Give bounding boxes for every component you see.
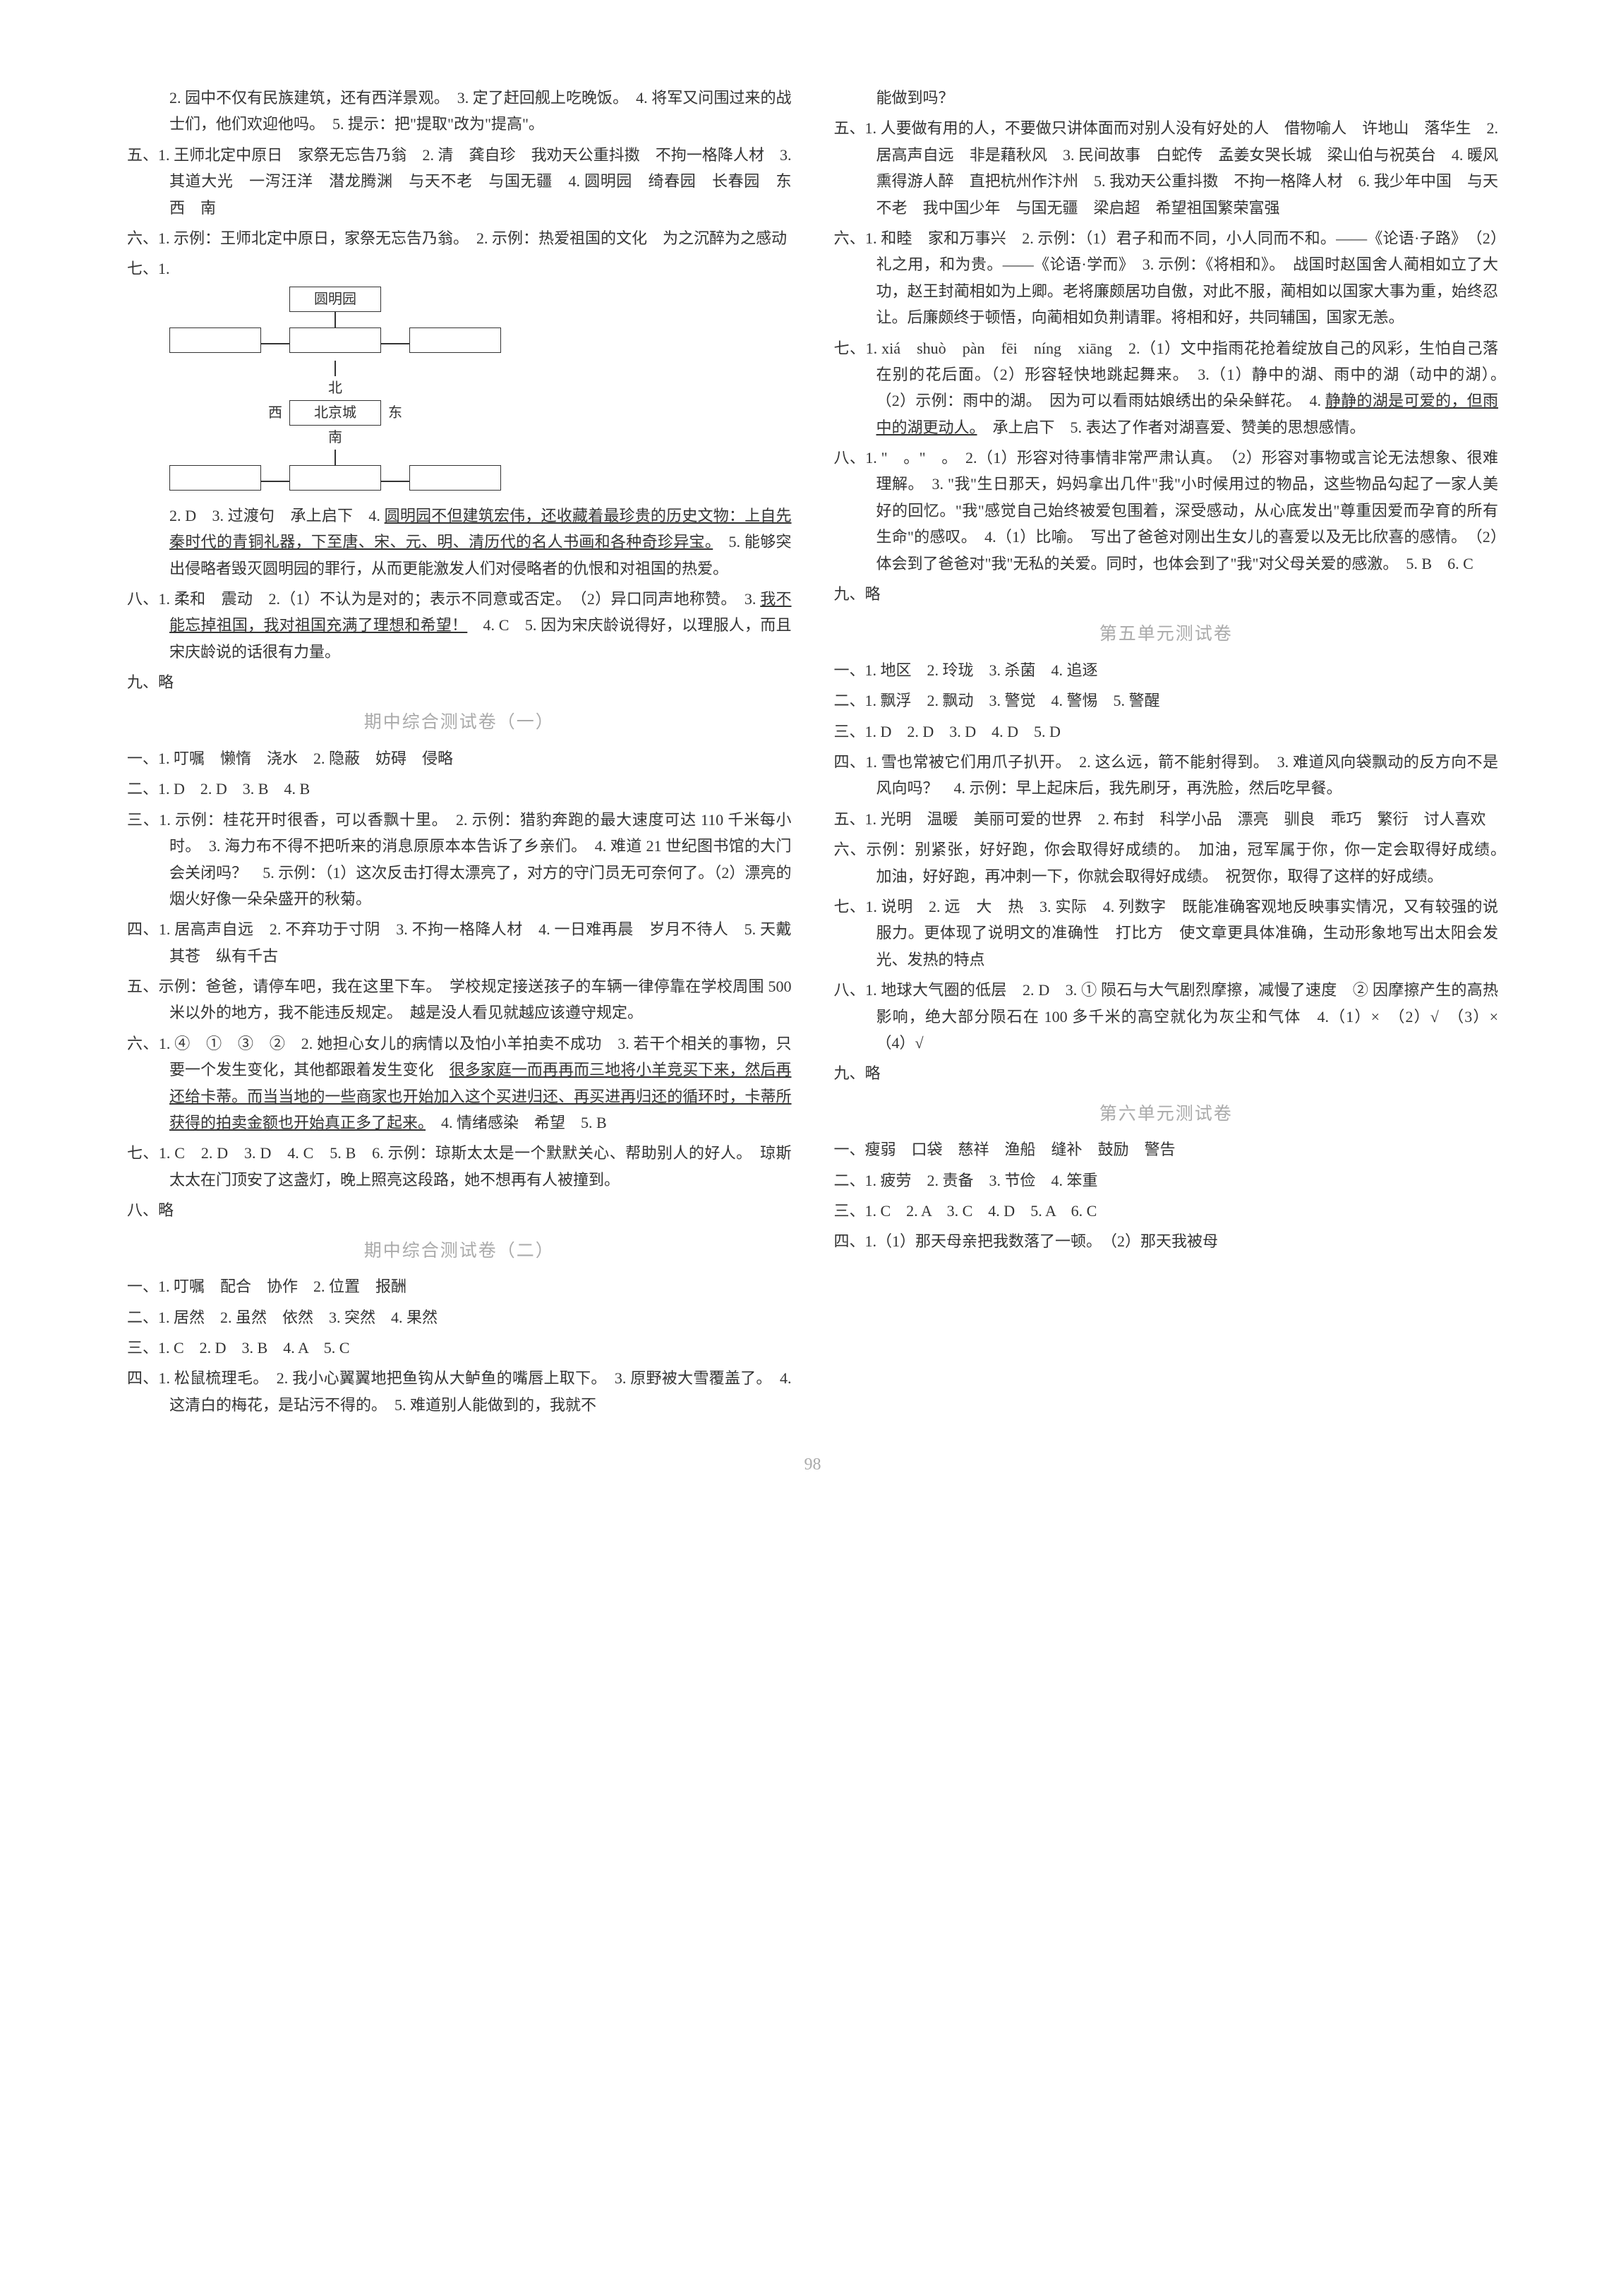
section-title: 第五单元测试卷 xyxy=(834,620,1499,650)
paragraph: 一、1. 叮嘱 懒惰 浇水 2. 隐蔽 妨碍 侵略 xyxy=(127,745,792,771)
paragraph: 七、1. xyxy=(127,256,792,282)
paragraph: 六、1. 示例：王师北定中原日，家祭无忘告乃翁。 2. 示例：热爱祖国的文化 为… xyxy=(127,225,792,251)
paragraph: 七、1. 说明 2. 远 大 热 3. 实际 4. 列数字 既能准确客观地反映事… xyxy=(834,894,1499,973)
paragraph: 八、1. 地球大气圈的低层 2. D 3. ① 陨石与大气剧烈摩擦，减慢了速度 … xyxy=(834,977,1499,1056)
paragraph: 2. 园中不仅有民族建筑，还有西洋景观。 3. 定了赶回舰上吃晚饭。 4. 将军… xyxy=(127,85,792,138)
paragraph: 2. D 3. 过渡句 承上启下 4. 圆明园不但建筑宏伟，还收藏着最珍贵的历史… xyxy=(127,503,792,582)
diagram-box-blank xyxy=(289,327,381,353)
paragraph: 七、1. C 2. D 3. D 4. C 5. B 6. 示例：琼斯太太是一个… xyxy=(127,1140,792,1193)
paragraph: 六、1. ④ ① ③ ② 2. 她担心女儿的病情以及怕小羊拍卖不成功 3. 若干… xyxy=(127,1030,792,1136)
section-title: 期中综合测试卷（二） xyxy=(127,1237,792,1267)
paragraph: 一、1. 地区 2. 玲珑 3. 杀菌 4. 追逐 xyxy=(834,657,1499,683)
diagram-box-center: 圆明园 xyxy=(289,287,381,312)
two-column-layout: 2. 园中不仅有民族建筑，还有西洋景观。 3. 定了赶回舰上吃晚饭。 4. 将军… xyxy=(127,85,1498,1422)
paragraph: 三、1. 示例：桂花开时很香，可以香飘十里。 2. 示例：猎豹奔跑的最大速度可达… xyxy=(127,807,792,913)
paragraph: 六、示例：别紧张，好好跑，你会取得好成绩的。 加油，冠军属于你，你一定会取得好成… xyxy=(834,836,1499,889)
paragraph: 九、略 xyxy=(127,669,792,695)
text: 4. 情绪感染 希望 5. B xyxy=(426,1114,607,1131)
paragraph: 三、1. C 2. D 3. B 4. A 5. C xyxy=(127,1335,792,1361)
paragraph: 八、1. " 。" 。 2.（1）形容对待事情非常严肃认真。 （2）形容对事物或… xyxy=(834,445,1499,577)
paragraph: 三、1. C 2. A 3. C 4. D 5. A 6. C xyxy=(834,1198,1499,1224)
diagram-box-blank xyxy=(169,327,261,353)
left-column: 2. 园中不仅有民族建筑，还有西洋景观。 3. 定了赶回舰上吃晚饭。 4. 将军… xyxy=(127,85,792,1422)
paragraph: 五、1. 人要做有用的人，不要做只讲体面而对别人没有好处的人 借物喻人 许地山 … xyxy=(834,115,1499,221)
paragraph: 二、1. 飘浮 2. 飘动 3. 警觉 4. 警惕 5. 警醒 xyxy=(834,687,1499,714)
direction-north: 北 xyxy=(289,376,381,400)
paragraph: 八、略 xyxy=(127,1197,792,1223)
section-title: 第六单元测试卷 xyxy=(834,1100,1499,1130)
yuanmingyuan-diagram: 圆明园 北 西 北京城 东 xyxy=(169,287,792,498)
diagram-box-blank xyxy=(409,465,501,491)
paragraph: 七、1. xiá shuò pàn fēi níng xiāng 2.（1）文中… xyxy=(834,335,1499,441)
paragraph: 九、略 xyxy=(834,581,1499,607)
direction-south: 南 xyxy=(289,426,381,450)
paragraph: 能做到吗？ xyxy=(834,85,1499,111)
paragraph: 四、1. 松鼠梳理毛。 2. 我小心翼翼地把鱼钩从大鲈鱼的嘴唇上取下。 3. 原… xyxy=(127,1365,792,1418)
section-title: 期中综合测试卷（一） xyxy=(127,708,792,738)
paragraph: 五、示例：爸爸，请停车吧，我在这里下车。 学校规定接送孩子的车辆一律停靠在学校周… xyxy=(127,973,792,1026)
page-number: 98 xyxy=(127,1450,1498,1479)
paragraph: 五、1. 王师北定中原日 家祭无忘告乃翁 2. 清 龚自珍 我劝天公重抖擞 不拘… xyxy=(127,142,792,221)
paragraph: 四、1. 居高声自远 2. 不弃功于寸阴 3. 不拘一格降人材 4. 一日难再晨… xyxy=(127,916,792,969)
paragraph: 五、1. 光明 温暖 美丽可爱的世界 2. 布封 科学小品 漂亮 驯良 乖巧 繁… xyxy=(834,806,1499,832)
paragraph: 一、瘦弱 口袋 慈祥 渔船 缝补 鼓励 警告 xyxy=(834,1136,1499,1162)
text: 八、1. 柔和 震动 2.（1）不认为是对的；表示不同意或否定。 （2）异口同声… xyxy=(127,590,760,608)
right-column: 能做到吗？ 五、1. 人要做有用的人，不要做只讲体面而对别人没有好处的人 借物喻… xyxy=(834,85,1499,1422)
paragraph: 八、1. 柔和 震动 2.（1）不认为是对的；表示不同意或否定。 （2）异口同声… xyxy=(127,586,792,665)
paragraph: 四、1. 雪也常被它们用爪子扒开。 2. 这么远，箭不能射得到。 3. 难道风向… xyxy=(834,749,1499,802)
diagram-box-blank xyxy=(409,327,501,353)
paragraph: 二、1. D 2. D 3. B 4. B xyxy=(127,776,792,802)
diagram-box-blank xyxy=(289,465,381,491)
direction-east: 东 xyxy=(381,400,409,426)
paragraph: 一、1. 叮嘱 配合 协作 2. 位置 报酬 xyxy=(127,1273,792,1299)
paragraph: 二、1. 居然 2. 虽然 依然 3. 突然 4. 果然 xyxy=(127,1304,792,1330)
text: 承上启下 5. 表达了作者对湖喜爱、赞美的思想感情。 xyxy=(977,419,1366,436)
paragraph: 二、1. 疲劳 2. 责备 3. 节俭 4. 笨重 xyxy=(834,1167,1499,1194)
diagram-box-blank xyxy=(169,465,261,491)
text: 2. D 3. 过渡句 承上启下 4. xyxy=(169,507,385,524)
diagram-box-city: 北京城 xyxy=(289,400,381,426)
paragraph: 三、1. D 2. D 3. D 4. D 5. D xyxy=(834,719,1499,745)
paragraph: 六、1. 和睦 家和万事兴 2. 示例：（1）君子和而不同，小人同而不和。——《… xyxy=(834,225,1499,331)
paragraph: 九、略 xyxy=(834,1060,1499,1086)
direction-west: 西 xyxy=(261,400,289,426)
paragraph: 四、1.（1）那天母亲把我数落了一顿。 （2）那天我被母 xyxy=(834,1228,1499,1254)
